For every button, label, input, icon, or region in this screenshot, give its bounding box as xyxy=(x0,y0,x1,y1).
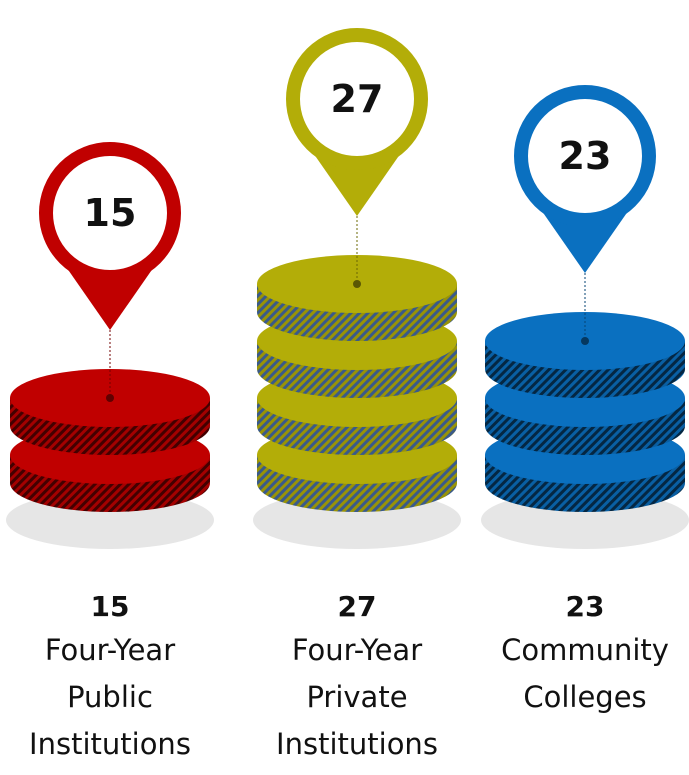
label: 23 Community Colleges xyxy=(475,590,689,721)
category-label: Four-Year Public Institutions xyxy=(0,627,220,768)
category-label: Four-Year Private Institutions xyxy=(247,627,467,768)
coin-stack xyxy=(481,312,689,549)
value-label: 23 xyxy=(475,590,689,623)
label: 27 Four-Year Private Institutions xyxy=(247,590,467,768)
pin-value: 23 xyxy=(559,134,612,178)
page: 152723 (() => { const data = JSON.parse(… xyxy=(0,0,689,775)
category-label: Community Colleges xyxy=(475,627,689,721)
pin-value: 15 xyxy=(84,191,137,235)
label: 15 Four-Year Public Institutions xyxy=(0,590,220,768)
coin-stack xyxy=(253,255,461,549)
dot xyxy=(106,394,114,402)
value-label: 27 xyxy=(247,590,467,623)
dot xyxy=(581,337,589,345)
value-label: 15 xyxy=(0,590,220,623)
dot xyxy=(353,280,361,288)
pin-value: 27 xyxy=(331,77,384,121)
